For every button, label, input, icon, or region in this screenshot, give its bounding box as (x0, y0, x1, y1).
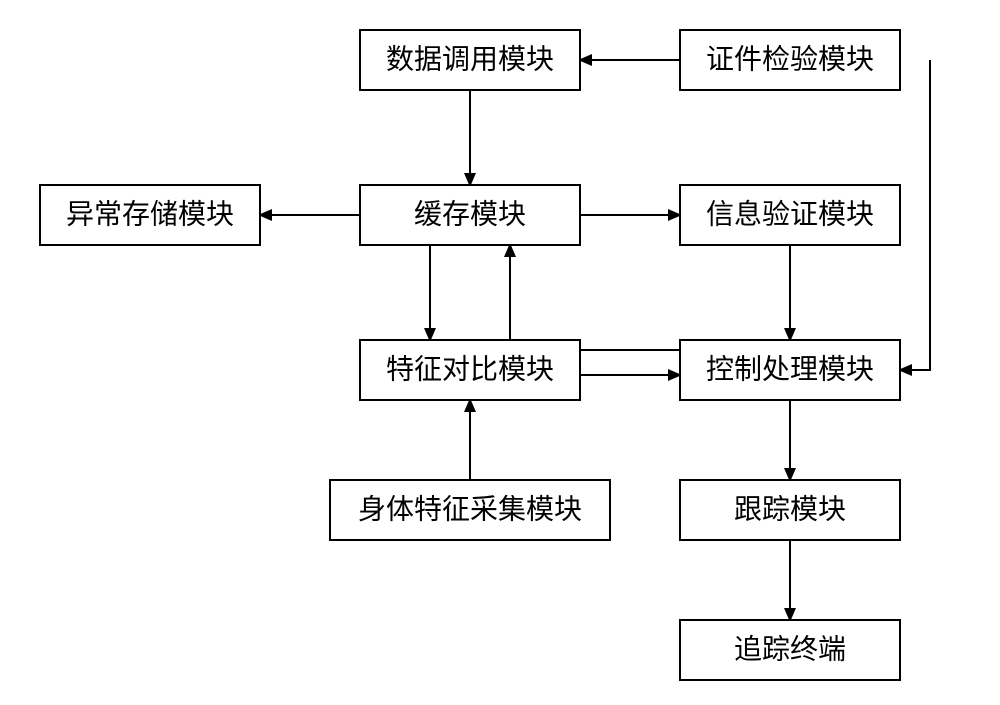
node-cache: 缓存模块 (360, 185, 580, 245)
node-tracking: 跟踪模块 (680, 480, 900, 540)
node-feat_compare: 特征对比模块 (360, 340, 580, 400)
node-body_collect: 身体特征采集模块 (330, 480, 610, 540)
flowchart-canvas: 数据调用模块 证件检验模块异常存储模块 缓存模块 信息验证模块特征对比模块 控制处理模块… (0, 0, 1000, 705)
node-data_call: 数据调用模块 (360, 30, 580, 90)
node-label-track_term: 追踪终端 (734, 633, 846, 665)
node-track_term: 追踪终端 (680, 620, 900, 680)
node-label-data_call: 数据调用模块 (386, 43, 554, 75)
node-cert_check: 证件检验模块 (680, 30, 900, 90)
node-label-info_verify: 信息验证模块 (706, 198, 874, 230)
node-info_verify: 信息验证模块 (680, 185, 900, 245)
node-abn_store: 异常存储模块 (40, 185, 260, 245)
edge-cert_check-to-ctrl_process (900, 60, 930, 370)
node-label-feat_compare: 特征对比模块 (386, 353, 554, 385)
node-label-cache: 缓存模块 (414, 198, 526, 230)
node-label-tracking: 跟踪模块 (734, 493, 846, 525)
node-ctrl_process: 控制处理模块 (680, 340, 900, 400)
node-label-abn_store: 异常存储模块 (66, 198, 234, 230)
node-label-ctrl_process: 控制处理模块 (706, 353, 874, 385)
node-label-body_collect: 身体特征采集模块 (358, 493, 582, 525)
node-label-cert_check: 证件检验模块 (706, 43, 874, 75)
edge-ctrl_process-to-cache (510, 245, 680, 350)
